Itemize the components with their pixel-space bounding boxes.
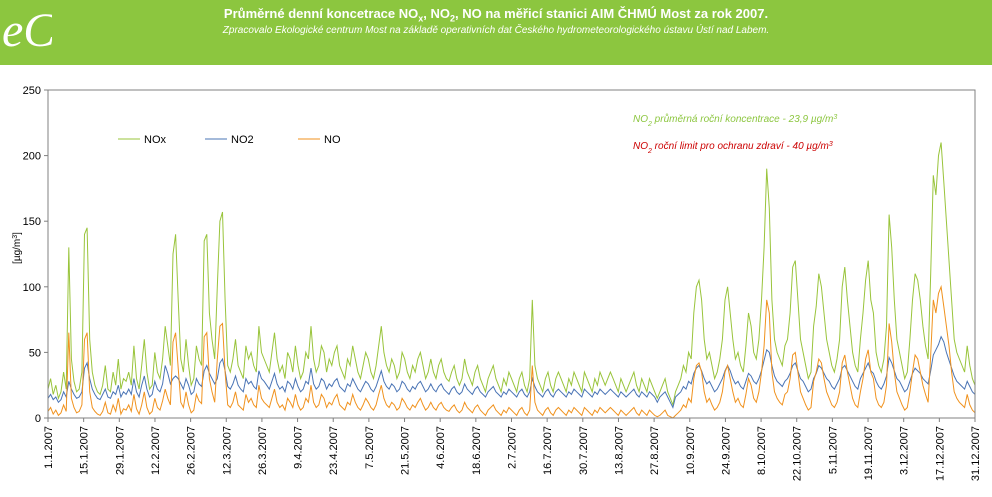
plot-frame: [47, 89, 976, 419]
x-tick-label: 24.9.2007: [720, 426, 732, 475]
y-axis-label: [µg/m3]: [12, 232, 24, 264]
x-tick-label: 22.10.2007: [792, 426, 804, 481]
x-tick-label: 13.8.2007: [613, 426, 625, 475]
x-tick-label: 9.4.2007: [293, 426, 305, 469]
x-tick-label: 17.12.2007: [934, 426, 946, 481]
logo-letters: eC: [2, 4, 52, 54]
x-tick-label: 3.12.2007: [899, 426, 911, 475]
legend-label-no: NO: [324, 134, 341, 146]
y-tick-label: 50: [29, 347, 41, 359]
series-lines: [47, 142, 976, 419]
legend-label-nox: NOx: [144, 134, 167, 146]
title-subscript-x: x: [418, 13, 424, 24]
x-tick-label: 8.10.2007: [756, 426, 768, 475]
y-tick-label: 100: [23, 282, 41, 294]
y-tick-label: 0: [35, 413, 41, 425]
y-tick-label: 150: [23, 216, 41, 228]
y-tick-label: 250: [23, 85, 41, 97]
x-tick-label: 12.3.2007: [221, 426, 233, 475]
x-tick-label: 29.1.2007: [114, 426, 126, 475]
header-banner: eC Průměrné denní koncetrace NOx, NO2, N…: [0, 0, 992, 65]
x-tick-label: 1.1.2007: [43, 426, 55, 469]
x-tick-label: 15.1.2007: [79, 426, 91, 475]
title-part-3: , NO na měřicí stanici AIM ČHMÚ Most za …: [455, 6, 769, 21]
plot-area-border: [47, 89, 976, 419]
annotation-2: NO2 roční limit pro ochranu zdraví - 40 …: [633, 141, 833, 155]
title-part-1: Průměrné denní koncetrace NO: [223, 6, 419, 21]
ekologicke-centrum-logo: eC: [2, 4, 52, 54]
legend-label-no2: NO2: [231, 134, 254, 146]
title-subscript-2: 2: [450, 13, 456, 24]
title-part-2: , NO: [423, 6, 450, 21]
x-tick-label: 4.6.2007: [435, 426, 447, 469]
page-title: Průměrné denní koncetrace NOx, NO2, NO n…: [0, 6, 992, 24]
x-tick-label: 26.3.2007: [257, 426, 269, 475]
x-tick-label: 2.7.2007: [507, 426, 519, 469]
annotation-1: NO2 průměrná roční koncentrace - 23,9 µg…: [633, 113, 837, 128]
legend: NOx NO2 NO: [118, 134, 341, 146]
x-tick-label: 19.11.2007: [863, 426, 875, 480]
line-chart: 0 50 100 150 200 250 1.1.2007 15.1.2007 29.1.20…: [12, 85, 983, 481]
x-tick-label: 5.11.2007: [827, 426, 839, 474]
x-axis: 1.1.2007 15.1.2007 29.1.2007 12.2.2007 26.2.…: [43, 418, 982, 481]
x-tick-label: 7.5.2007: [364, 426, 376, 469]
y-axis: 0 50 100 150 200 250: [23, 85, 48, 425]
series-line-no: [47, 284, 976, 419]
x-tick-label: 30.7.2007: [578, 426, 590, 475]
x-tick-label: 27.8.2007: [649, 426, 661, 475]
x-tick-label: 10.9.2007: [685, 426, 697, 475]
x-tick-label: 16.7.2007: [542, 426, 554, 475]
x-tick-label: 23.4.2007: [328, 426, 340, 475]
x-tick-label: 21.5.2007: [400, 426, 412, 475]
series-line-nox: [47, 142, 976, 407]
x-tick-label: 12.2.2007: [150, 426, 162, 475]
x-tick-label: 26.2.2007: [186, 426, 198, 475]
x-tick-label: 31.12.2007: [970, 426, 982, 481]
y-tick-label: 200: [23, 151, 41, 163]
annotations: NO2 průměrná roční koncentrace - 23,9 µg…: [633, 113, 837, 155]
x-tick-label: 18.6.2007: [471, 426, 483, 475]
page-subtitle: Zpracovalo Ekologické centrum Most na zá…: [222, 25, 770, 36]
